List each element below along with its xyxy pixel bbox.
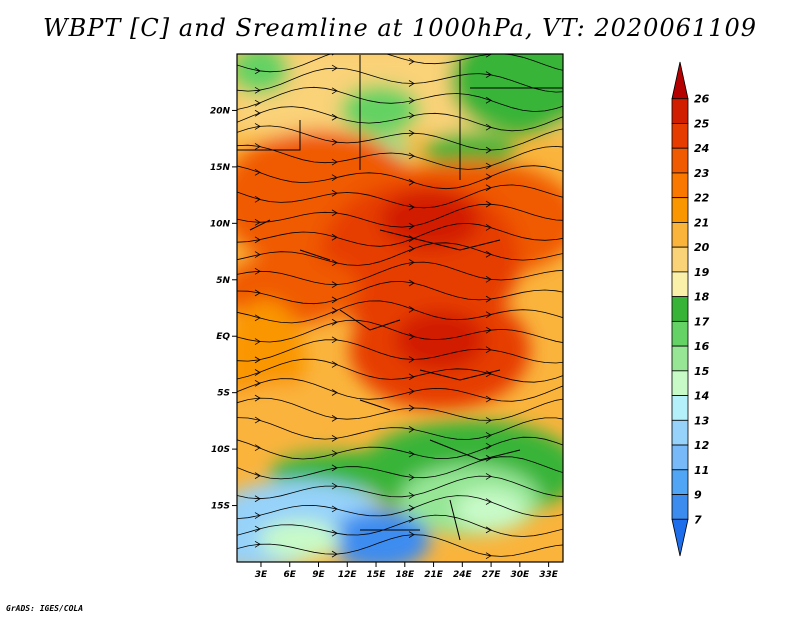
lon-label: 3E (255, 570, 268, 580)
map-figure: 20N 15N 10N 5N EQ 5S 10S 15S 3E 6E 9E 12E 15E 18E 21E 2… (210, 53, 710, 580)
lat-label: 10N (210, 219, 231, 229)
colorbar-swatch (671, 518, 689, 557)
lat-label: 5S (217, 389, 230, 399)
colorbar-label: 24 (694, 142, 709, 155)
lon-label: 15E (367, 570, 387, 580)
lon-label: 9E (312, 570, 325, 580)
colorbar-swatch (671, 494, 689, 520)
colorbar-swatch (671, 296, 689, 322)
colorbar-label: 22 (694, 192, 710, 205)
colorbar-label: 13 (694, 414, 710, 427)
colorbar-label: 26 (694, 93, 710, 106)
colorbar-label: 25 (694, 117, 710, 130)
map-frame (236, 53, 564, 563)
lon-label: 21E (424, 570, 444, 580)
colorbar-label: 11 (694, 464, 709, 477)
chart-title: WBPT [C] and Sreamline at 1000hPa, VT: 2… (42, 14, 758, 42)
lat-label: 15N (210, 163, 231, 173)
colorbar-label: 12 (694, 439, 710, 452)
colorbar-label: 9 (694, 489, 702, 502)
colorbar-swatch (671, 370, 689, 396)
colorbar-label: 15 (694, 365, 710, 378)
colorbar-swatch (671, 123, 689, 149)
country-borders (237, 55, 563, 541)
lon-label: 27E (482, 570, 502, 580)
colorbar-label: 21 (694, 216, 709, 229)
lon-label: 24E (453, 570, 473, 580)
colorbar-swatch (671, 172, 689, 199)
colorbar-swatch (671, 469, 689, 495)
lon-label: 12E (338, 570, 358, 580)
map-axes: 20N 15N 10N 5N EQ 5S 10S 15S 3E 6E 9E 12E 15E 18E 21E 2… (210, 106, 559, 580)
lat-label: 10S (211, 445, 230, 455)
colorbar-label: 16 (694, 340, 710, 353)
lat-label: EQ (216, 332, 230, 342)
colorbar-swatch (671, 61, 689, 100)
colorbar-label: 23 (694, 167, 710, 180)
credit-text: GrADS: IGES/COLA (6, 604, 84, 613)
colorbar-swatch (671, 197, 689, 223)
colorbar-label: 14 (694, 390, 709, 403)
colorbar-label: 18 (694, 291, 710, 304)
colorbar-label: 19 (694, 266, 710, 279)
colorbar-swatch (671, 395, 689, 421)
colorbar-swatch (671, 222, 689, 248)
colorbar-swatch (671, 147, 689, 174)
colorbar-swatch (671, 271, 689, 298)
colorbar-swatch (671, 320, 689, 347)
colorbar-swatch (671, 444, 689, 471)
colorbar-swatch (671, 246, 689, 273)
lon-label: 33E (539, 570, 559, 580)
lat-label: 20N (210, 106, 231, 116)
colorbar-label: 17 (694, 315, 710, 328)
lon-label: 6E (284, 570, 297, 580)
colorbar-swatch (671, 419, 689, 446)
wbpt-filled-field (237, 54, 563, 562)
lon-label: 30E (511, 570, 531, 580)
lat-label: 5N (216, 276, 230, 286)
colorbar-swatch (671, 98, 689, 124)
lon-label: 18E (395, 570, 415, 580)
streamlines (237, 54, 563, 560)
colorbar: 26 25 24 23 22 21 20 19 18 17 16 15 14 13 12 11 9 7 (671, 61, 710, 557)
colorbar-label: 7 (694, 513, 702, 526)
colorbar-label: 20 (694, 241, 710, 254)
colorbar-swatch (671, 345, 689, 372)
lat-label: 15S (211, 502, 230, 512)
